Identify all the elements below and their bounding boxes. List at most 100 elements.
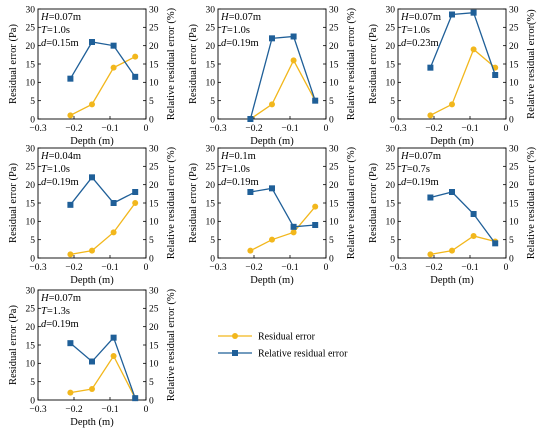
y-right-tick-label: 25	[329, 24, 339, 34]
y-right-tick-label: 20	[509, 181, 519, 191]
y-left-tick-label: 0	[30, 254, 35, 264]
x-tick-label: −0.1	[101, 263, 118, 273]
y-left-tick-label: 25	[386, 163, 396, 173]
y-right-tick-label: 5	[509, 97, 514, 107]
residual-error-point	[89, 386, 95, 392]
y-left-tick-label: 20	[206, 42, 216, 52]
y-left-tick-label: 5	[30, 378, 35, 388]
residual-error-point	[427, 251, 434, 258]
relative-residual-error-point	[132, 73, 139, 80]
x-tick-label: −0.1	[101, 405, 118, 415]
relative-residual-error-point	[67, 201, 74, 208]
y-left-tick-label: 15	[26, 60, 36, 70]
residual-error-line	[70, 354, 136, 399]
y-right-tick-label: 30	[329, 5, 339, 15]
y-right-tick-label: 20	[509, 42, 519, 52]
y-left-tick-label: 30	[26, 5, 36, 15]
residual-error-point	[269, 236, 275, 243]
y-left-tick-label: 20	[386, 42, 396, 52]
parameter-label: T=1.0s	[221, 25, 250, 36]
y-left-tick-label: 10	[206, 79, 216, 89]
relative-residual-error-point	[290, 223, 297, 230]
parameter-label: T=1.0s	[401, 25, 430, 36]
relative-residual-error-point	[110, 42, 117, 49]
parameter-label: d=0.19m	[41, 319, 79, 330]
residual-error-point	[247, 247, 254, 254]
parameter-label: H=0.1m	[220, 151, 256, 162]
x-tick-label: −0.3	[29, 263, 46, 273]
y-right-tick-label: 5	[149, 378, 154, 388]
y-right-axis-label: Relative residual error (%)	[166, 7, 177, 120]
residual-error-point	[110, 229, 117, 236]
x-tick-label: 0	[144, 263, 149, 273]
relative-residual-error-line	[69, 176, 136, 206]
y-right-tick-label: 25	[149, 305, 159, 315]
y-right-tick-label: 25	[149, 163, 159, 173]
relative-residual-error-point	[427, 194, 434, 201]
x-tick-label: −0.3	[29, 405, 46, 415]
parameter-label: H=0.04m	[40, 151, 81, 162]
relative-residual-error-point	[247, 116, 254, 122]
y-right-tick-label: 15	[329, 60, 339, 70]
y-left-tick-label: 5	[210, 236, 215, 246]
residual-error-point	[67, 251, 74, 258]
legend-circle-marker	[232, 333, 238, 339]
relative-residual-error-point	[132, 189, 139, 195]
relative-residual-error-point	[312, 97, 319, 104]
y-right-tick-label: 10	[509, 218, 519, 228]
y-left-tick-label: 30	[386, 5, 396, 15]
x-axis-label: Depth (m)	[430, 275, 474, 286]
legend: Residual error Relative residual error	[218, 332, 348, 360]
relative-residual-error-point	[89, 39, 95, 45]
y-left-tick-label: 20	[206, 181, 216, 191]
parameter-label: d=0.19m	[221, 38, 259, 49]
y-left-tick-label: 15	[26, 199, 36, 209]
y-left-tick-label: 25	[26, 163, 36, 173]
relative-residual-error-point	[110, 334, 117, 341]
y-left-tick-label: 20	[386, 181, 396, 191]
parameter-label: T=1.0s	[41, 25, 70, 36]
y-left-axis-label: Residual error (Pa)	[8, 24, 19, 104]
y-right-axis-label: Relative residual error (%)	[346, 7, 357, 120]
y-left-tick-label: 0	[30, 396, 35, 406]
y-right-tick-label: 25	[329, 163, 339, 173]
x-tick-label: 0	[144, 405, 149, 415]
parameter-label: d=0.19m	[221, 177, 259, 188]
x-axis-label: Depth (m)	[430, 136, 474, 147]
y-right-tick-label: 0	[509, 254, 514, 264]
y-right-tick-label: 15	[509, 60, 519, 70]
relative-residual-error-point	[269, 185, 275, 192]
y-left-tick-label: 10	[386, 79, 396, 89]
x-axis-label: Depth (m)	[70, 136, 114, 147]
residual-error-point	[470, 46, 477, 53]
residual-error-point	[110, 64, 117, 71]
y-right-tick-label: 15	[149, 341, 159, 351]
y-right-tick-label: 15	[509, 199, 519, 209]
parameter-label: d=0.19m	[401, 177, 439, 188]
y-right-tick-label: 5	[329, 97, 334, 107]
x-tick-label: 0	[324, 124, 329, 134]
y-right-tick-label: 10	[329, 79, 339, 89]
relative-residual-error-point	[67, 340, 74, 347]
y-left-axis-label: Residual error (Pa)	[368, 24, 379, 104]
y-right-tick-label: 25	[509, 24, 519, 34]
relative-residual-error-point	[449, 11, 455, 18]
legend-square-marker	[232, 350, 238, 356]
residual-error-line	[70, 56, 136, 116]
y-left-tick-label: 10	[206, 218, 216, 228]
y-right-tick-label: 5	[509, 236, 514, 246]
residual-error-line	[430, 235, 496, 255]
y-right-axis-label: Relative residual error(%)	[526, 9, 537, 119]
x-tick-label: −0.3	[209, 263, 226, 273]
relative-residual-error-point	[247, 189, 254, 195]
y-left-tick-label: 5	[30, 236, 35, 246]
relative-residual-error-line	[69, 41, 136, 79]
residual-error-point	[89, 101, 95, 108]
relative-residual-error-point	[269, 35, 275, 42]
